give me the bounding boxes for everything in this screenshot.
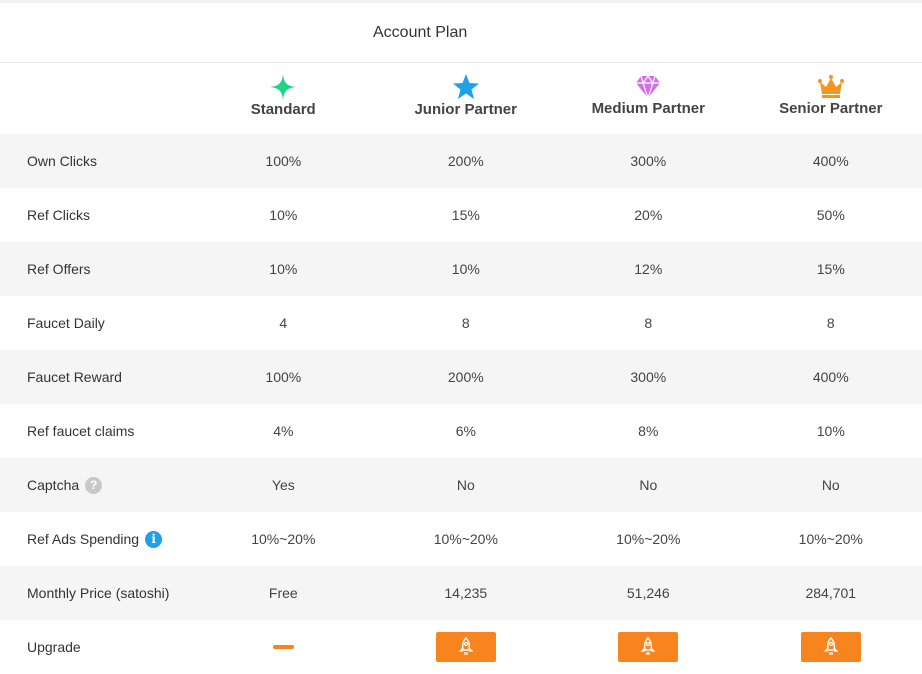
table-cell: No <box>740 477 922 493</box>
plan-standard: Standard <box>192 63 375 134</box>
table-row: Monthly Price (satoshi) Free 14,235 51,2… <box>0 566 922 620</box>
star-icon <box>452 73 480 101</box>
table-cell: 12% <box>557 261 739 277</box>
plan-header-row: Standard Junior Partner Medium Partner S… <box>0 63 922 134</box>
current-plan-indicator <box>273 645 294 649</box>
table-row: Ref Offers 10% 10% 12% 15% <box>0 242 922 296</box>
row-label: Captcha ? <box>0 477 192 494</box>
row-label-text: Ref Offers <box>27 261 91 277</box>
row-label-text: Ref faucet claims <box>27 423 134 439</box>
current-plan-cell <box>192 645 374 649</box>
table-cell: 300% <box>557 153 739 169</box>
row-label: Ref Ads Spending i <box>0 531 192 548</box>
table-cell: 51,246 <box>557 585 739 601</box>
table-cell: 400% <box>740 369 922 385</box>
crown-icon <box>817 73 845 101</box>
help-icon[interactable]: ? <box>85 477 102 494</box>
table-cell: 8% <box>557 423 739 439</box>
table-cell: 8 <box>740 315 922 331</box>
row-label-text: Upgrade <box>27 639 81 655</box>
upgrade-cell <box>740 632 922 662</box>
table-cell: 200% <box>375 153 557 169</box>
plan-name-standard: Standard <box>192 101 375 118</box>
plan-senior-partner: Senior Partner <box>740 63 922 134</box>
table-cell: 10% <box>192 207 374 223</box>
row-label-text: Captcha <box>27 477 79 493</box>
rocket-icon <box>823 637 839 657</box>
table-cell: 100% <box>192 369 374 385</box>
table-cell: 8 <box>557 315 739 331</box>
table-cell: 10%~20% <box>740 531 922 547</box>
table-cell: 10% <box>375 261 557 277</box>
upgrade-medium-partner-button[interactable] <box>618 632 678 662</box>
plan-medium-partner: Medium Partner <box>557 63 740 134</box>
row-label-text: Faucet Reward <box>27 369 122 385</box>
plan-header-spacer <box>0 63 192 134</box>
plan-junior-partner: Junior Partner <box>374 63 557 134</box>
table-cell: Free <box>192 585 374 601</box>
rocket-icon <box>458 637 474 657</box>
table-cell: 14,235 <box>375 585 557 601</box>
table-row: Own Clicks 100% 200% 300% 400% <box>0 134 922 188</box>
header: Account Plan <box>0 3 922 63</box>
table-cell: 15% <box>740 261 922 277</box>
table-cell: 15% <box>375 207 557 223</box>
table-cell: 200% <box>375 369 557 385</box>
table-cell: 100% <box>192 153 374 169</box>
row-label: Faucet Reward <box>0 369 192 385</box>
info-icon[interactable]: i <box>145 531 162 548</box>
row-label-text: Own Clicks <box>27 153 97 169</box>
row-label: Ref Offers <box>0 261 192 277</box>
table-cell: 10%~20% <box>192 531 374 547</box>
table-cell: 50% <box>740 207 922 223</box>
table-row: Ref faucet claims 4% 6% 8% 10% <box>0 404 922 458</box>
table-cell: No <box>375 477 557 493</box>
table-cell: 6% <box>375 423 557 439</box>
table-cell: 400% <box>740 153 922 169</box>
table-cell: 284,701 <box>740 585 922 601</box>
plan-name-senior-partner: Senior Partner <box>740 100 922 117</box>
row-label-text: Ref Clicks <box>27 207 90 223</box>
upgrade-cell <box>557 632 739 662</box>
table-cell: 10%~20% <box>557 531 739 547</box>
table-row: Ref Clicks 10% 15% 20% 50% <box>0 188 922 242</box>
table-row: Ref Ads Spending i 10%~20% 10%~20% 10%~2… <box>0 512 922 566</box>
sparkle-icon <box>269 73 297 101</box>
table-row: Captcha ? Yes No No No <box>0 458 922 512</box>
row-label-text: Ref Ads Spending <box>27 531 139 547</box>
row-label: Ref Clicks <box>0 207 192 223</box>
upgrade-junior-partner-button[interactable] <box>436 632 496 662</box>
page-title: Account Plan <box>373 24 467 42</box>
table-cell: 10% <box>192 261 374 277</box>
plan-name-junior-partner: Junior Partner <box>374 101 557 118</box>
row-label-text: Monthly Price (satoshi) <box>27 585 169 601</box>
row-label: Own Clicks <box>0 153 192 169</box>
row-label: Monthly Price (satoshi) <box>0 585 192 601</box>
row-label-text: Faucet Daily <box>27 315 105 331</box>
upgrade-senior-partner-button[interactable] <box>801 632 861 662</box>
diamond-icon <box>634 73 662 101</box>
table-cell: 4 <box>192 315 374 331</box>
upgrade-row: Upgrade <box>0 620 922 674</box>
table-cell: 4% <box>192 423 374 439</box>
table-cell: Yes <box>192 477 374 493</box>
row-label: Ref faucet claims <box>0 423 192 439</box>
table-cell: 10%~20% <box>375 531 557 547</box>
table-cell: 8 <box>375 315 557 331</box>
table-cell: 300% <box>557 369 739 385</box>
row-label: Upgrade <box>0 639 192 655</box>
table-row: Faucet Reward 100% 200% 300% 400% <box>0 350 922 404</box>
table-cell: 10% <box>740 423 922 439</box>
table-cell: No <box>557 477 739 493</box>
rocket-icon <box>640 637 656 657</box>
upgrade-cell <box>375 632 557 662</box>
table-row: Faucet Daily 4 8 8 8 <box>0 296 922 350</box>
table-cell: 20% <box>557 207 739 223</box>
plan-name-medium-partner: Medium Partner <box>557 100 740 117</box>
row-label: Faucet Daily <box>0 315 192 331</box>
